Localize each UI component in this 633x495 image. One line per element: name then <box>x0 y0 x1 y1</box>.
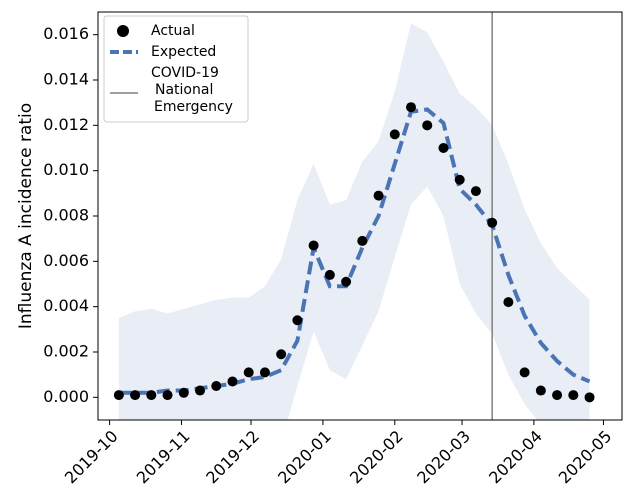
actual-point <box>211 381 222 391</box>
y-tick-label: 0.002 <box>43 342 89 361</box>
legend-marker <box>117 25 129 37</box>
actual-point <box>519 367 530 378</box>
y-tick-label: 0.008 <box>43 206 89 225</box>
x-tick-label: 2020-04 <box>485 427 546 488</box>
actual-point <box>308 240 319 251</box>
actual-point <box>584 392 595 403</box>
y-axis-label: Influenza A incidence ratio <box>16 103 36 329</box>
y-tick-label: 0.014 <box>43 70 89 89</box>
actual-point <box>422 120 433 131</box>
actual-point <box>406 102 417 113</box>
plot-area <box>113 12 595 420</box>
y-tick-label: 0.006 <box>43 251 89 270</box>
x-tick-label: 2019-12 <box>202 427 263 488</box>
actual-point <box>130 390 141 401</box>
actual-point <box>259 367 270 378</box>
actual-point <box>552 390 563 401</box>
actual-point <box>373 190 384 201</box>
x-tick-label: 2019-10 <box>61 427 122 488</box>
actual-point <box>470 186 481 197</box>
y-tick-label: 0.000 <box>43 387 89 406</box>
x-tick-label: 2020-01 <box>274 427 335 488</box>
actual-point <box>227 376 238 387</box>
legend-label: COVID-19 National Emergency <box>151 65 233 115</box>
y-tick-label: 0.004 <box>43 296 89 315</box>
y-tick-label: 0.012 <box>43 115 89 134</box>
actual-point <box>568 390 579 401</box>
actual-point <box>292 315 303 326</box>
actual-point <box>195 385 206 396</box>
y-tick-label: 0.010 <box>43 160 89 179</box>
actual-point <box>162 390 173 401</box>
x-tick-label: 2020-02 <box>346 427 407 488</box>
actual-point <box>389 129 400 140</box>
confidence-band <box>118 23 590 420</box>
actual-point <box>503 297 514 308</box>
legend-label: Expected <box>151 44 216 60</box>
actual-point <box>243 367 254 378</box>
actual-point <box>341 276 352 287</box>
actual-point <box>113 390 124 401</box>
actual-point <box>487 217 498 228</box>
actual-point <box>454 174 465 185</box>
actual-point <box>178 387 189 398</box>
x-tick-label: 2019-11 <box>133 427 194 488</box>
actual-point <box>276 349 287 360</box>
x-tick-label: 2020-05 <box>555 427 616 488</box>
actual-point <box>535 385 546 396</box>
actual-point <box>438 143 449 153</box>
legend: Actual Expected COVID-19 National Emergency <box>103 15 249 123</box>
actual-point <box>357 235 368 246</box>
y-tick-label: 0.016 <box>43 24 89 43</box>
actual-point <box>146 390 157 401</box>
legend-box <box>103 15 249 123</box>
x-tick-label: 2020-03 <box>413 427 474 488</box>
actual-point <box>324 269 335 280</box>
legend-label: Actual <box>151 23 195 39</box>
